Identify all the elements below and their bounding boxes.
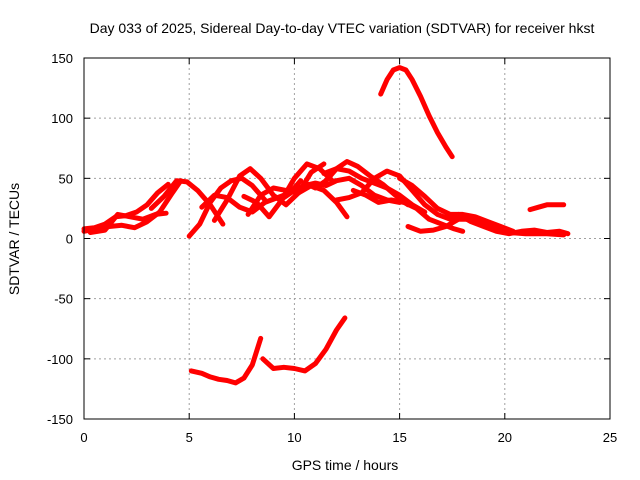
y-tick-label: -50 — [54, 292, 73, 307]
grid-layer — [84, 58, 610, 419]
series-arc-20 — [188, 335, 264, 386]
y-axis-label: SDTVAR / TECUs — [6, 183, 22, 295]
y-tick-label: 150 — [51, 51, 73, 66]
x-tick-label: 5 — [186, 430, 193, 445]
y-tick-label: -150 — [47, 412, 73, 427]
ticks-layer: 0 5 10 15 20 25 -150 -100 -50 0 50 100 150 — [47, 51, 617, 445]
series-arc-18 — [527, 202, 567, 213]
x-axis-label: GPS time / hours — [292, 457, 399, 473]
series-arc-3 — [87, 210, 169, 235]
x-tick-label: 25 — [603, 430, 617, 445]
series-arc-9 — [245, 183, 350, 220]
x-tick-label: 20 — [498, 430, 512, 445]
series-arc-21 — [260, 315, 348, 374]
series-layer — [81, 65, 571, 386]
chart-title: Day 033 of 2025, Sidereal Day-to-day VTE… — [90, 20, 595, 36]
y-tick-label: -100 — [47, 352, 73, 367]
y-tick-label: 50 — [59, 171, 73, 186]
series-arc-19 — [378, 65, 455, 160]
series-arc-12 — [321, 166, 428, 215]
y-tick-label: 0 — [66, 232, 73, 247]
plot-frame — [83, 57, 611, 420]
series-arc-10 — [281, 175, 403, 205]
series-arc-5 — [186, 175, 268, 239]
y-tick-label: 100 — [51, 111, 73, 126]
series-arc-17 — [443, 211, 571, 237]
x-tick-label: 15 — [392, 430, 406, 445]
x-tick-label: 0 — [80, 430, 87, 445]
x-tick-label: 10 — [287, 430, 301, 445]
